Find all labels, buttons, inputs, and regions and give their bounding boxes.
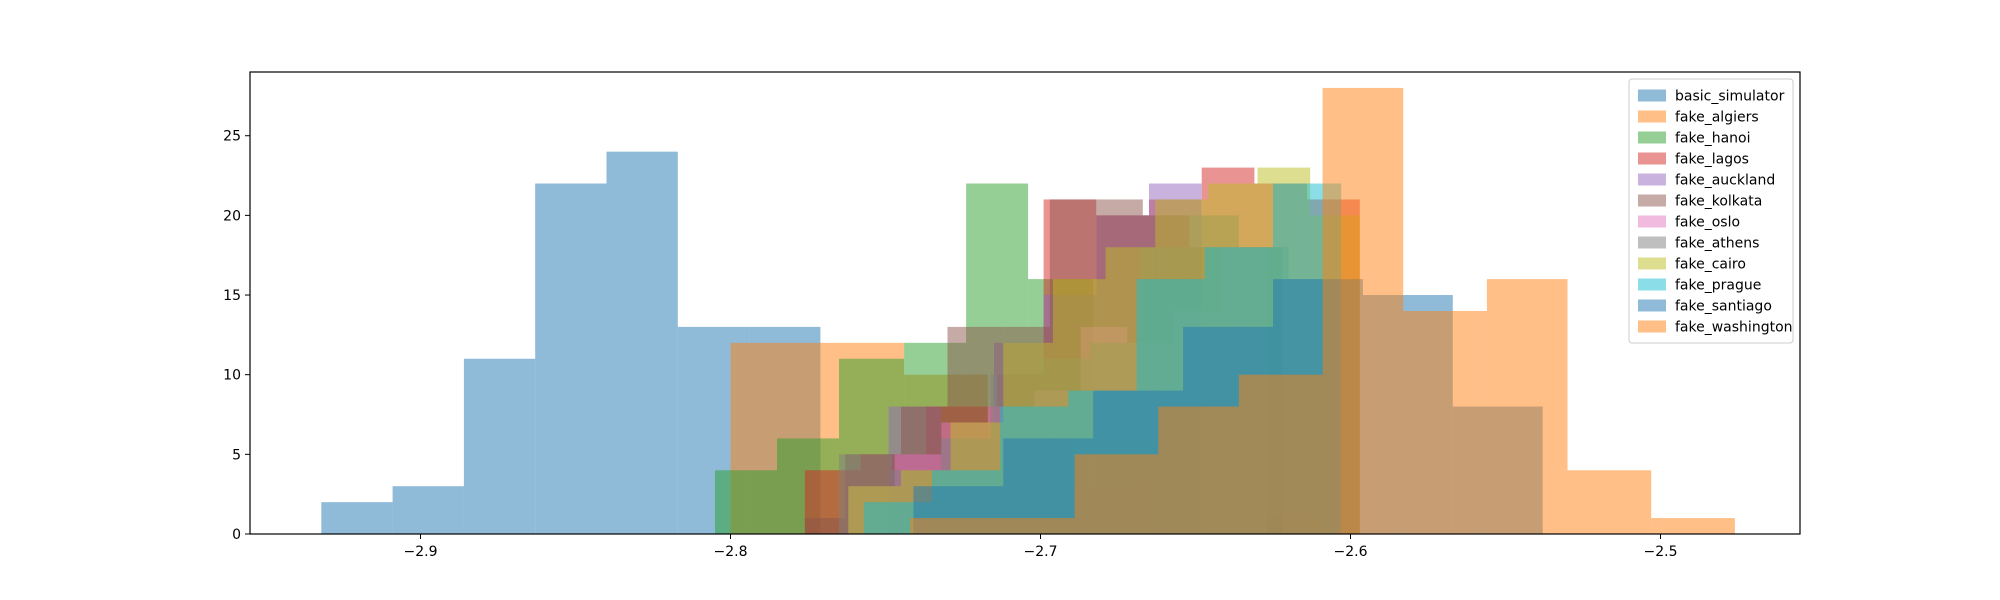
legend-swatch bbox=[1638, 257, 1666, 270]
legend: basic_simulator fake_algiers fake_hanoifak… bbox=[1628, 78, 1794, 344]
legend-label: fake_kolkata bbox=[1675, 194, 1762, 210]
legend-swatch bbox=[1638, 215, 1666, 228]
legend-swatch bbox=[1638, 152, 1666, 165]
x-tick-label: −2.7 bbox=[1024, 544, 1058, 560]
y-tick-label: 25 bbox=[223, 129, 241, 145]
legend-swatch bbox=[1638, 110, 1666, 123]
legend-label: fake_santiago bbox=[1675, 299, 1772, 315]
legend-swatch bbox=[1638, 320, 1666, 333]
bar-fake_washington-8 bbox=[1651, 518, 1735, 534]
y-tick-label: 20 bbox=[223, 208, 241, 224]
x-tick-label: −2.5 bbox=[1644, 544, 1678, 560]
legend-label: fake_auckland bbox=[1675, 173, 1775, 189]
bar-basic_simulator-0 bbox=[321, 502, 393, 534]
bar-fake_washington-7 bbox=[1567, 470, 1652, 534]
y-tick-label: 10 bbox=[223, 368, 241, 384]
legend-label: fake_prague bbox=[1675, 278, 1761, 294]
legend-label: fake_cairo bbox=[1675, 257, 1746, 273]
x-tick-label: −2.9 bbox=[404, 544, 438, 560]
y-tick-label: 5 bbox=[232, 447, 241, 463]
bar-basic_simulator-4 bbox=[606, 151, 678, 534]
bar-basic_simulator-2 bbox=[463, 358, 536, 534]
legend-label: fake_algiers bbox=[1675, 110, 1759, 126]
bar-fake_washington-5 bbox=[1403, 310, 1487, 534]
bar-fake_washington-1 bbox=[1074, 454, 1159, 534]
legend-label: fake_lagos bbox=[1675, 152, 1749, 168]
bars-layer bbox=[321, 87, 1735, 535]
bar-fake_washington-4 bbox=[1322, 87, 1404, 535]
legend-box bbox=[1628, 78, 1794, 344]
legend-swatch bbox=[1638, 278, 1666, 291]
y-tick-label: 15 bbox=[223, 288, 241, 304]
legend-swatch bbox=[1638, 236, 1666, 249]
legend-swatch bbox=[1638, 299, 1666, 312]
bar-fake_kolkata-0 bbox=[804, 518, 846, 534]
bar-fake_washington-6 bbox=[1486, 279, 1568, 534]
bar-fake_washington-2 bbox=[1158, 406, 1239, 534]
x-axis: −2.9 −2.8 −2.7 −2.6 −2.5 bbox=[404, 534, 1678, 560]
bar-fake_hanoi-0 bbox=[715, 470, 777, 534]
legend-label: basic_simulator bbox=[1675, 89, 1785, 105]
bar-fake_washington-3 bbox=[1238, 374, 1323, 534]
series-fake_washington bbox=[910, 87, 1735, 535]
legend-swatch bbox=[1638, 194, 1666, 207]
y-tick-label: 0 bbox=[232, 527, 241, 543]
legend-label: fake_washington bbox=[1675, 320, 1793, 336]
plot-frame bbox=[249, 71, 1801, 535]
bar-fake_washington-0 bbox=[910, 518, 1075, 534]
bar-basic_simulator-3 bbox=[535, 183, 607, 534]
legend-swatch bbox=[1638, 89, 1666, 102]
bar-basic_simulator-1 bbox=[392, 486, 464, 534]
legend-label: fake_athens bbox=[1675, 236, 1759, 252]
legend-label: fake_hanoi bbox=[1675, 131, 1751, 147]
legend-label: fake_oslo bbox=[1675, 215, 1740, 231]
x-tick-label: −2.8 bbox=[714, 544, 748, 560]
legend-swatch bbox=[1638, 131, 1666, 144]
y-axis: 0 5 10 15 20 25 bbox=[223, 129, 250, 543]
x-tick-label: −2.6 bbox=[1334, 544, 1368, 560]
legend-swatch bbox=[1638, 173, 1666, 186]
